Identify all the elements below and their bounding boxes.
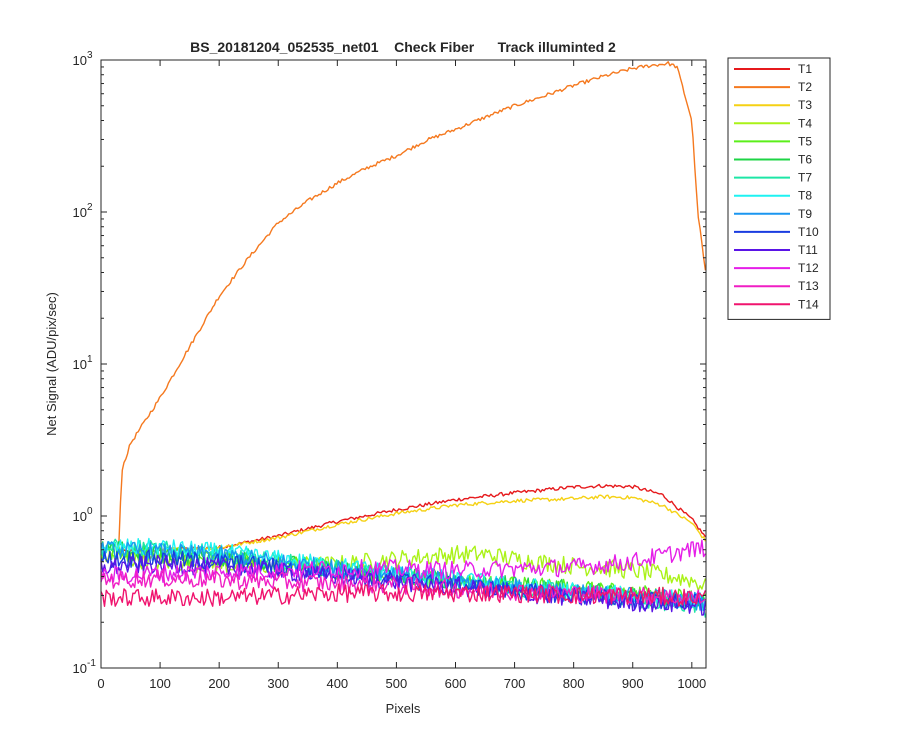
x-tick-label: 300 <box>267 676 289 691</box>
x-tick-label: 200 <box>208 676 230 691</box>
x-tick-label: 100 <box>149 676 171 691</box>
y-axis-label: Net Signal (ADU/pix/sec) <box>44 292 59 436</box>
legend-label-t5: T5 <box>798 134 812 148</box>
legend-label-t7: T7 <box>798 171 812 185</box>
y-tick-exponent: 3 <box>87 50 93 61</box>
y-tick-label: 10 <box>73 661 87 676</box>
y-tick-label: 10 <box>73 205 87 220</box>
legend: T1 T2 T3 T4 T5 T6 T7 T8 T9 T10 T11 T12 T13 T14 <box>727 57 831 320</box>
y-tick-label: 10 <box>73 53 87 68</box>
legend-label-t3: T3 <box>798 98 812 112</box>
y-tick-exponent: -1 <box>87 658 96 669</box>
y-tick-exponent: 1 <box>87 354 93 365</box>
series-line-t2 <box>118 61 707 549</box>
series-line-t14 <box>100 583 707 607</box>
series-layer <box>100 61 707 618</box>
legend-label-t14: T14 <box>798 297 819 311</box>
x-tick-label: 1000 <box>677 676 706 691</box>
y-tick-exponent: 0 <box>87 506 93 517</box>
legend-label-t1: T1 <box>798 62 812 76</box>
legend-label-t4: T4 <box>798 116 812 130</box>
x-tick-label: 0 <box>97 676 104 691</box>
x-tick-label: 500 <box>386 676 408 691</box>
y-tick-exponent: 2 <box>87 202 93 213</box>
plot-frame <box>100 59 707 669</box>
x-tick-label: 600 <box>445 676 467 691</box>
legend-label-t10: T10 <box>798 225 819 239</box>
y-tick-label: 10 <box>73 357 87 372</box>
legend-label-t12: T12 <box>798 261 819 275</box>
chart-title: BS_20181204_052535_net01 Check Fiber Tra… <box>190 39 616 55</box>
x-tick-label: 400 <box>326 676 348 691</box>
x-tick-label: 900 <box>622 676 644 691</box>
legend-label-t6: T6 <box>798 153 812 167</box>
legend-label-t13: T13 <box>798 279 819 293</box>
x-axis-label: Pixels <box>386 701 421 716</box>
legend-label-t8: T8 <box>798 189 812 203</box>
legend-box <box>727 57 831 320</box>
legend-label-t11: T11 <box>798 243 818 257</box>
x-tick-label: 700 <box>504 676 526 691</box>
x-tick-label: 800 <box>563 676 585 691</box>
legend-label-t2: T2 <box>798 80 812 94</box>
y-tick-label: 10 <box>73 509 87 524</box>
series-line-t12 <box>100 539 707 584</box>
legend-label-t9: T9 <box>798 207 812 221</box>
